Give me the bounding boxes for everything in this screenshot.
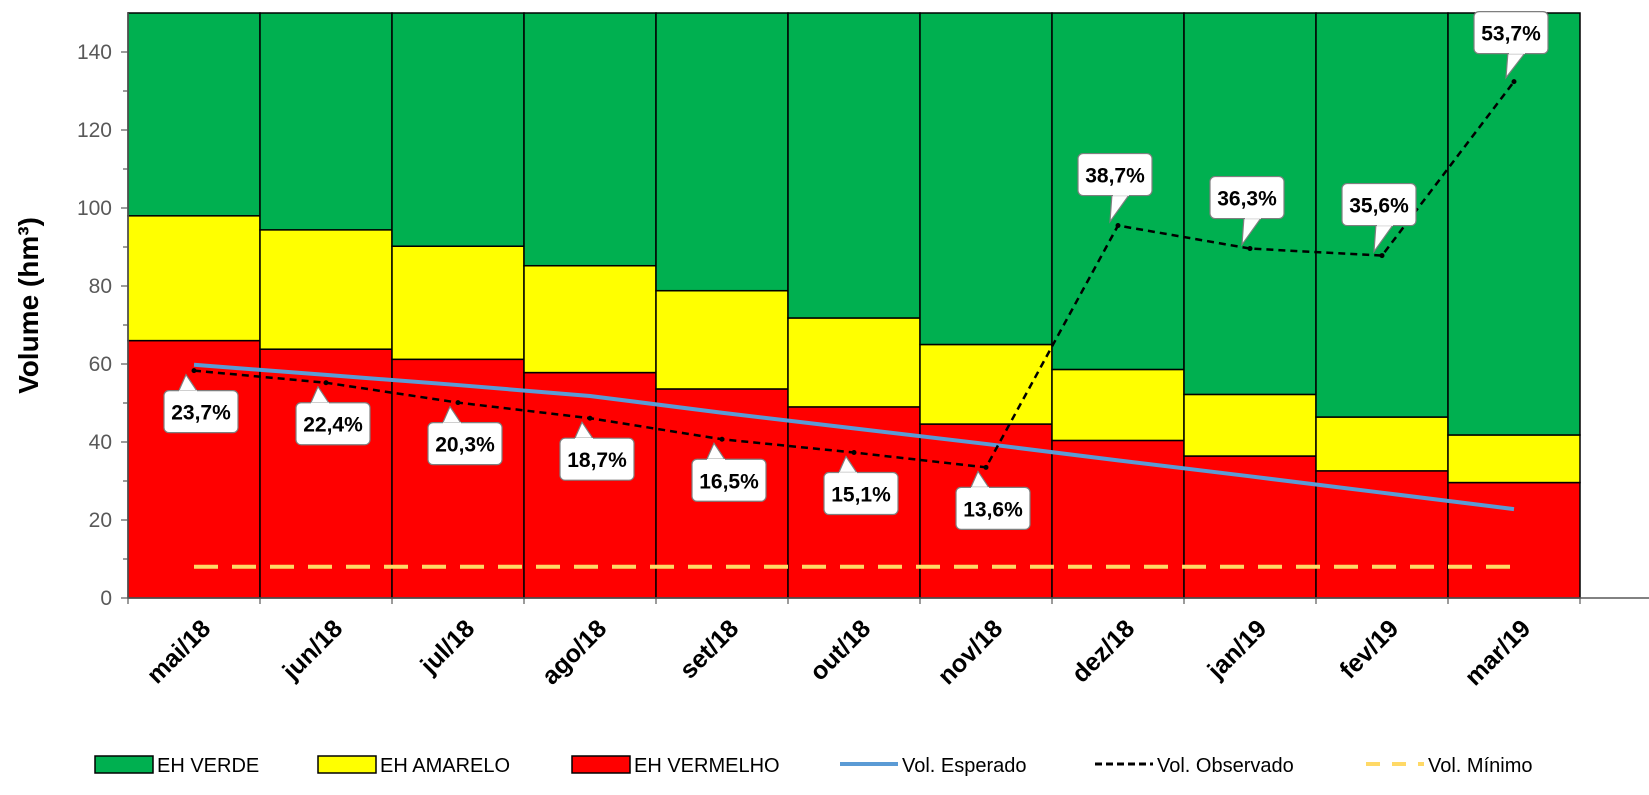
observed-point — [455, 400, 461, 406]
bar-eh-verde-4 — [655, 12, 789, 292]
bar-eh-amarelo-0 — [127, 215, 261, 342]
observed-point — [983, 464, 989, 470]
bars-layer — [127, 12, 1581, 599]
legend: EH VERDE EH AMARELO EH VERMELHO Vol. Espera… — [94, 755, 1532, 777]
bar-eh-amarelo-1 — [259, 229, 393, 350]
legend-label: EH VERMELHO — [634, 755, 780, 777]
data-label-callout: 36,3% — [1209, 175, 1285, 247]
data-label-callout: 23,7% — [163, 373, 239, 434]
bar-eh-amarelo-9 — [1315, 416, 1449, 472]
bar-eh-vermelho-8 — [1183, 455, 1317, 599]
legend-item: Vol. Esperado — [840, 755, 1027, 777]
observed-point — [1247, 246, 1253, 252]
legend-item: Vol. Mínimo — [1366, 755, 1532, 777]
legend-item: EH AMARELO — [317, 755, 510, 777]
data-label: 16,5% — [699, 470, 759, 493]
data-label-callout: 15,1% — [823, 455, 899, 516]
bar-eh-amarelo-3 — [523, 264, 657, 374]
data-label: 36,3% — [1217, 188, 1277, 211]
data-label: 53,7% — [1481, 23, 1541, 46]
observed-point — [587, 415, 593, 421]
bar-eh-verde-0 — [127, 12, 261, 217]
y-tick-label: 140 — [77, 41, 112, 64]
y-tick-label: 20 — [89, 509, 112, 532]
line-vol-esperado — [193, 362, 1515, 512]
observed-point — [1115, 223, 1121, 229]
bar-eh-verde-2 — [391, 12, 525, 247]
data-label-callout: 53,7% — [1473, 11, 1549, 80]
observed-point — [1511, 79, 1517, 85]
legend-item: Vol. Observado — [1095, 755, 1294, 777]
bar-eh-vermelho-0 — [127, 339, 261, 599]
observed-point — [851, 450, 857, 456]
data-label: 35,6% — [1349, 195, 1409, 218]
data-label: 20,3% — [435, 434, 495, 457]
bar-eh-vermelho-1 — [259, 348, 393, 599]
bar-eh-verde-6 — [919, 12, 1053, 346]
x-tick-label: jan/19 — [1202, 614, 1273, 685]
data-label: 18,7% — [567, 449, 627, 472]
legend-item: EH VERMELHO — [571, 755, 780, 777]
legend-label: EH AMARELO — [380, 755, 510, 777]
data-label-callout: 16,5% — [691, 442, 767, 502]
x-tick-label: fev/19 — [1334, 614, 1404, 684]
data-label: 22,4% — [303, 414, 363, 437]
data-label: 23,7% — [171, 402, 231, 425]
data-label: 15,1% — [831, 484, 891, 507]
observed-point — [1379, 253, 1385, 259]
data-label-callout: 35,6% — [1341, 182, 1417, 254]
x-tick-label: jul/18 — [415, 614, 481, 680]
legend-label: Vol. Mínimo — [1428, 755, 1532, 777]
y-axis-title: Volume (hm³) — [13, 217, 44, 394]
x-tick-label: jun/18 — [277, 614, 349, 686]
y-tick-label: 80 — [89, 275, 112, 298]
data-label-callout: 20,3% — [427, 405, 503, 466]
bar-eh-verde-5 — [787, 12, 921, 319]
observed-point — [191, 368, 197, 374]
bar-eh-amarelo-8 — [1183, 393, 1317, 457]
x-tick-label: nov/18 — [932, 614, 1008, 690]
data-label-callout: 18,7% — [559, 420, 635, 481]
data-label-callout: 13,6% — [955, 470, 1031, 530]
observed-point — [719, 436, 725, 442]
x-tick-label: ago/18 — [536, 614, 612, 690]
legend-swatch — [317, 755, 377, 774]
bar-eh-verde-3 — [523, 12, 657, 267]
legend-item: EH VERDE — [94, 755, 259, 777]
bar-eh-vermelho-3 — [523, 371, 657, 599]
legend-label: Vol. Esperado — [902, 755, 1027, 777]
y-tick-label: 120 — [77, 119, 112, 142]
data-label: 38,7% — [1085, 165, 1145, 188]
x-tick-label: mar/19 — [1459, 614, 1536, 691]
legend-label: Vol. Observado — [1157, 755, 1294, 777]
y-tick-label: 60 — [89, 353, 112, 376]
bar-eh-amarelo-4 — [655, 289, 789, 390]
y-tick-label: 40 — [89, 431, 112, 454]
bar-eh-vermelho-10 — [1447, 481, 1581, 599]
bar-eh-verde-1 — [259, 12, 393, 231]
bar-eh-vermelho-9 — [1315, 470, 1449, 599]
bar-eh-amarelo-7 — [1051, 368, 1185, 442]
bar-eh-amarelo-5 — [787, 317, 921, 408]
bar-eh-amarelo-10 — [1447, 434, 1581, 484]
legend-swatch — [94, 755, 154, 774]
data-label-callout: 22,4% — [295, 385, 371, 446]
legend-swatch — [571, 755, 631, 774]
x-tick-label: mai/18 — [141, 614, 216, 689]
bar-eh-verde-10 — [1447, 12, 1581, 436]
x-tick-label: out/18 — [804, 614, 876, 686]
callouts-layer: 23,7% 22,4% 20,3% 18,7% 16,5% 15,1% 13,6% 38,7%… — [163, 11, 1549, 530]
observed-point — [323, 380, 329, 386]
x-tick-label: set/18 — [674, 614, 744, 684]
data-label: 13,6% — [963, 498, 1023, 521]
legend-label: EH VERDE — [157, 755, 259, 777]
bar-eh-amarelo-2 — [391, 245, 525, 361]
data-label-callout: 38,7% — [1077, 152, 1153, 224]
y-tick-label: 100 — [77, 197, 112, 220]
x-tick-label: dez/18 — [1066, 614, 1140, 688]
y-tick-label: 0 — [100, 587, 112, 610]
